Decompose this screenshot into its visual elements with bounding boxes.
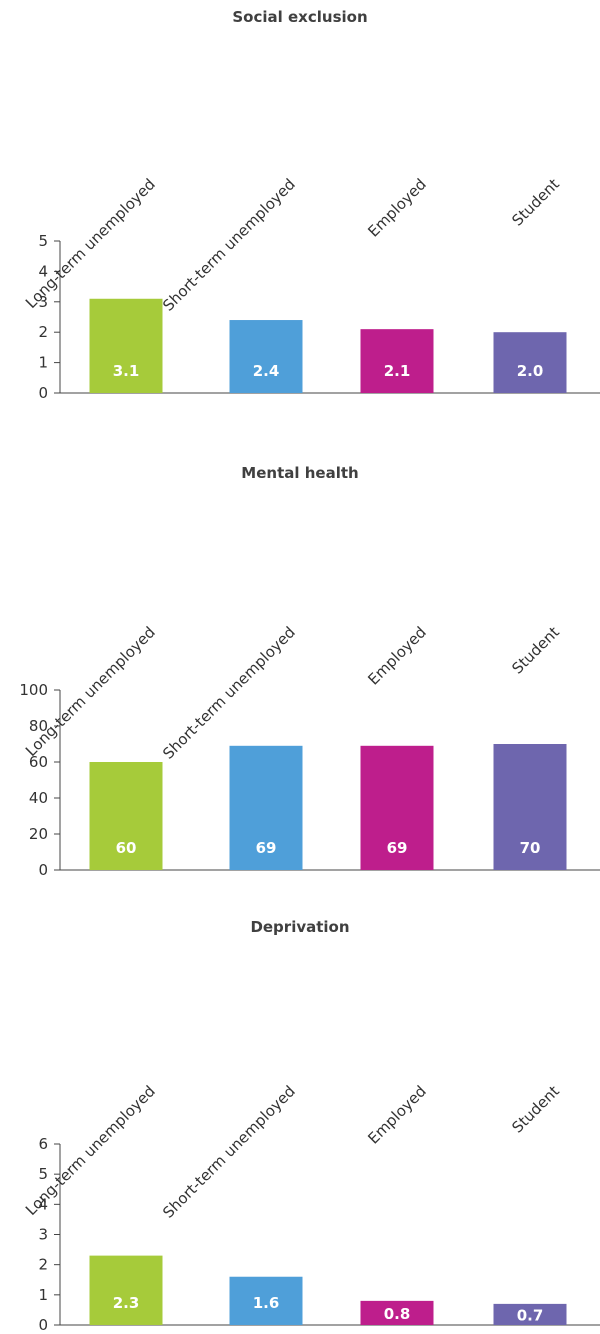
y-tick-label: 6 [38,1135,48,1153]
y-tick-label: 1 [38,1286,48,1304]
data-label: 2.4 [253,362,280,380]
y-tick-label: 4 [38,262,48,280]
bar [493,1303,567,1325]
category-label: Student [508,1082,563,1137]
data-label: 1.6 [253,1294,280,1312]
data-label: 60 [116,839,137,857]
chart-title: Mental health [241,464,359,482]
data-label: 69 [256,839,277,857]
y-tick-label: 40 [29,789,48,807]
bar [89,1255,163,1325]
bar [360,1300,434,1325]
bar [229,745,303,870]
y-tick-label: 5 [38,232,48,250]
data-label: 0.8 [384,1305,411,1323]
y-tick-label: 5 [38,1165,48,1183]
data-label: 2.0 [517,362,544,380]
bar [229,1276,303,1325]
y-tick-label: 3 [38,293,48,311]
data-label: 69 [387,839,408,857]
y-tick-label: 0 [38,1316,48,1334]
y-tick-label: 4 [38,1195,48,1213]
y-tick-label: 20 [29,825,48,843]
chart-title: Social exclusion [232,8,368,26]
category-label: Short-term unemployed [159,1082,299,1222]
data-label: 3.1 [113,362,140,380]
y-tick-label: 2 [38,1256,48,1274]
data-label: 0.7 [517,1306,544,1324]
bar [360,329,434,393]
data-label: 2.1 [384,362,411,380]
y-tick-label: 60 [29,753,48,771]
data-label: 70 [520,839,541,857]
y-tick-label: 80 [29,717,48,735]
bar [229,320,303,393]
bar [89,298,163,393]
bar [89,762,163,870]
chart-title: Deprivation [250,918,350,936]
data-label: 2.3 [113,1294,140,1312]
bar [493,744,567,870]
category-label: Employed [364,1082,429,1147]
bar [493,332,567,393]
y-tick-label: 2 [38,323,48,341]
y-tick-label: 0 [38,384,48,402]
y-tick-label: 1 [38,354,48,372]
y-tick-label: 3 [38,1226,48,1244]
y-tick-label: 0 [38,861,48,879]
bar [360,745,434,870]
y-tick-label: 100 [19,681,48,699]
